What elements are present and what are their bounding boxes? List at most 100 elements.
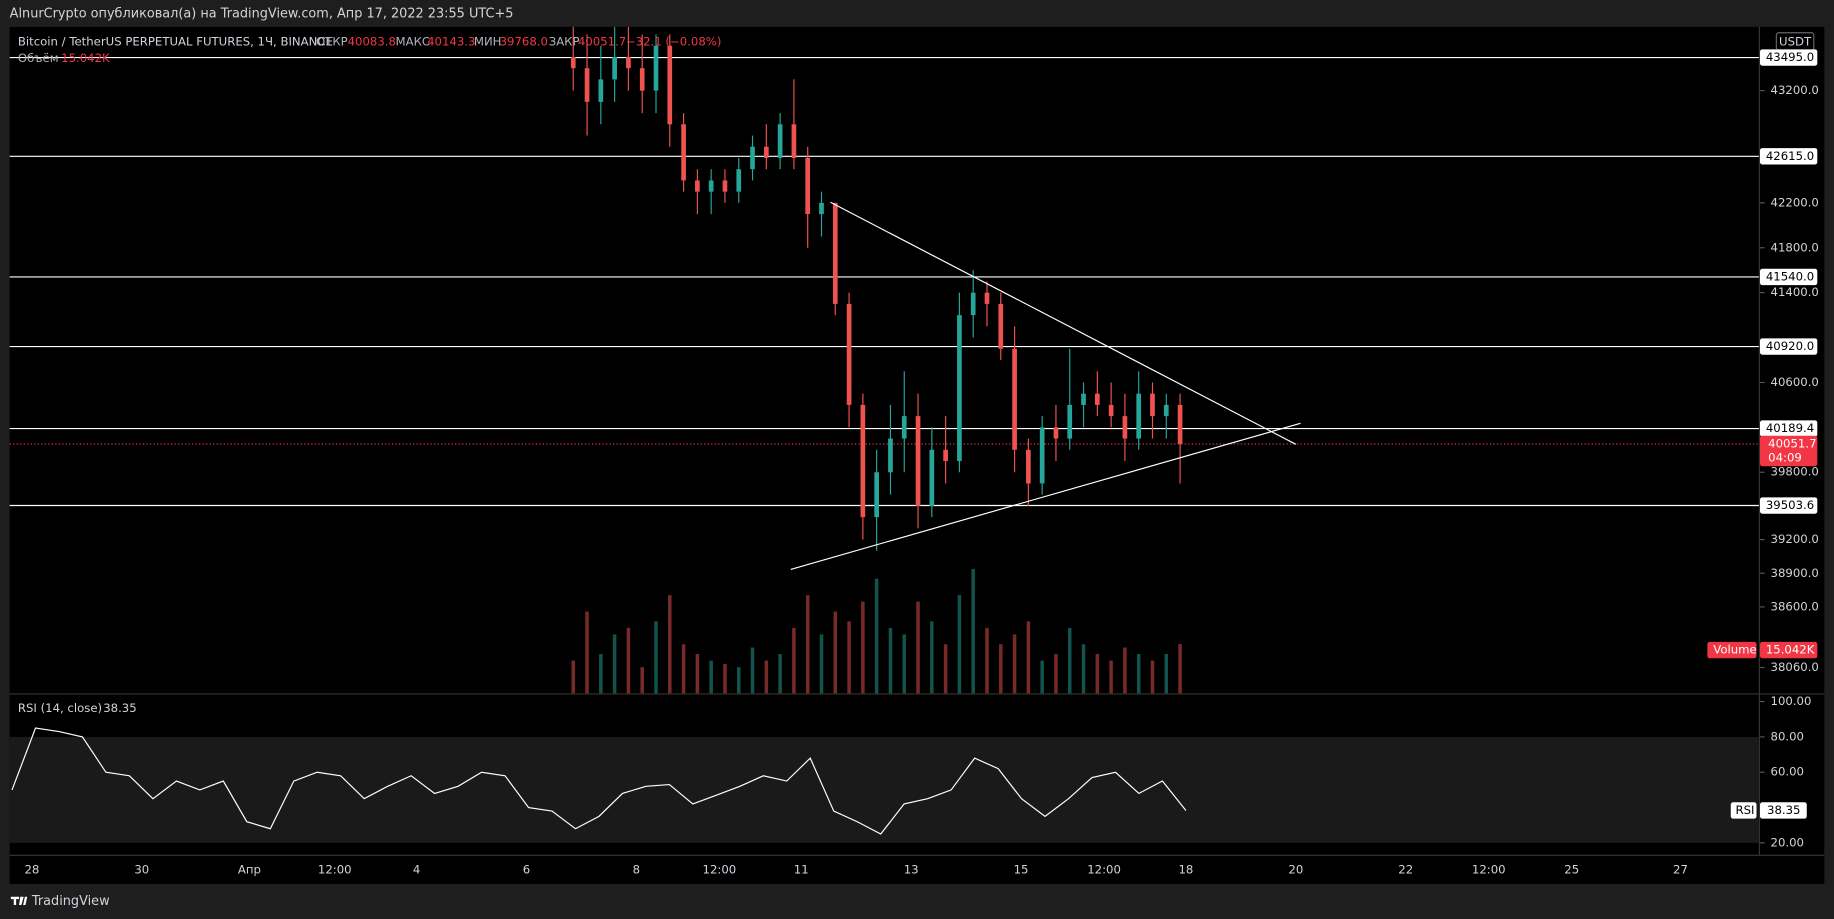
last-price: 40051.7 (1768, 436, 1816, 450)
volume-bar (1095, 654, 1100, 694)
brand: TradingView (31, 894, 110, 909)
rsi-tick-label: 80.00 (1771, 729, 1804, 743)
volume-bar (999, 644, 1003, 694)
volume-name-box (1707, 641, 1757, 659)
x-tick-label: Апр (238, 862, 261, 876)
currency: USDT (1779, 35, 1812, 49)
volume-bar (654, 621, 658, 694)
x-tick-label: 27 (1673, 862, 1688, 876)
volume-bar (723, 663, 727, 694)
level-label-box (1760, 49, 1818, 66)
level-label-box (1760, 497, 1818, 514)
level-label: 43495.0 (1766, 50, 1814, 64)
rsi-value-box (1760, 802, 1807, 819)
candle-body (708, 180, 714, 192)
candle-body (736, 169, 742, 192)
x-tick-label: 12:00 (318, 862, 352, 876)
last-price-box (1760, 435, 1818, 467)
volume-value-box (1760, 641, 1818, 659)
candle-body (901, 416, 907, 439)
level-label-box (1760, 420, 1818, 437)
volume-bar (736, 667, 741, 694)
y-tick-label: 38900.0 (1771, 566, 1819, 580)
readout-value: 39768.0 (500, 35, 548, 49)
volume-bar (971, 568, 975, 694)
candle-body (570, 56, 576, 69)
volume-legend: Объём (18, 51, 59, 65)
candle-body (1081, 393, 1086, 405)
candle-body (750, 146, 755, 170)
y-tick-label: 42200.0 (1771, 195, 1819, 209)
readout-label: МАКС (396, 35, 431, 49)
y-tick-label: 39200.0 (1771, 532, 1819, 546)
rsi-name-box (1730, 802, 1757, 819)
volume-bar (612, 634, 617, 694)
candle-body (832, 202, 838, 304)
volume-name: Volume (1713, 643, 1756, 657)
candle-body (626, 56, 631, 69)
candle-body (943, 449, 948, 462)
candle-body (819, 202, 824, 215)
header-text: AlnurCrypto опубликовал(а) на TradingVie… (10, 7, 514, 22)
volume-bar (585, 611, 589, 694)
volume-bar (1136, 654, 1141, 694)
readout-label: ОТКР (316, 35, 348, 49)
level-label-box (1760, 148, 1818, 165)
y-tick-label: 43200.0 (1771, 83, 1819, 97)
candle-body (888, 438, 893, 473)
volume-bar (943, 644, 948, 694)
volume-bar (1164, 654, 1169, 694)
volume-bar (750, 647, 755, 694)
level-label: 39503.6 (1766, 498, 1814, 512)
readout-label: МИН (474, 35, 502, 49)
volume-bar (709, 660, 713, 694)
rsi-tick-label: 60.00 (1771, 765, 1804, 779)
volume-bar (1123, 647, 1127, 694)
candle-body (860, 404, 866, 518)
candle-body (667, 45, 673, 125)
x-tick-label: 6 (523, 862, 530, 876)
candle-body (763, 146, 769, 158)
candle-body (957, 315, 962, 462)
candle-body (1177, 404, 1183, 444)
level-label: 40189.4 (1766, 421, 1814, 435)
volume-bar (930, 621, 934, 694)
readout-value: 40051.7 (578, 35, 626, 49)
volume-bar (1040, 660, 1044, 694)
volume-bar (695, 654, 700, 694)
volume-bar (1109, 660, 1113, 694)
candle-body (598, 79, 604, 102)
x-tick-label: 22 (1398, 862, 1413, 876)
candle-body (846, 303, 852, 405)
rsi-value: 38.35 (1767, 803, 1800, 817)
x-tick-label: 8 (633, 862, 640, 876)
x-tick-label: 28 (24, 862, 39, 876)
candle-body (1039, 427, 1045, 484)
y-tick-label: 38600.0 (1771, 599, 1819, 613)
trendline-upper (830, 201, 1297, 445)
levels (9, 56, 1759, 507)
rsi-tick-label: 100.00 (1771, 694, 1812, 708)
candle-body (1136, 393, 1142, 439)
candle-body (777, 124, 783, 158)
candle-body (915, 416, 921, 506)
candle-body (1108, 404, 1114, 417)
rsi-line (11, 727, 1187, 835)
level-label: 40920.0 (1766, 339, 1814, 353)
volume-bar (778, 654, 782, 694)
candle-body (1012, 348, 1017, 450)
countdown: 04:09 (1768, 451, 1802, 465)
candle-body (998, 303, 1004, 349)
candles (570, 26, 1183, 551)
x-tick-label: 20 (1288, 862, 1303, 876)
rsi-legend-value: 38.35 (103, 701, 136, 715)
candle-body (805, 157, 811, 215)
y-tick-label: 38060.0 (1771, 660, 1819, 674)
volume-bar (1012, 634, 1017, 694)
level-label: 42615.0 (1766, 149, 1814, 163)
x-tick-label: 30 (134, 862, 149, 876)
x-tick-label: 13 (904, 862, 919, 876)
rsi-series: 100.00 80.00 60.00 20.00 RSI 38.35 (9, 694, 1812, 849)
readout-value: 40083.8 (348, 35, 396, 49)
